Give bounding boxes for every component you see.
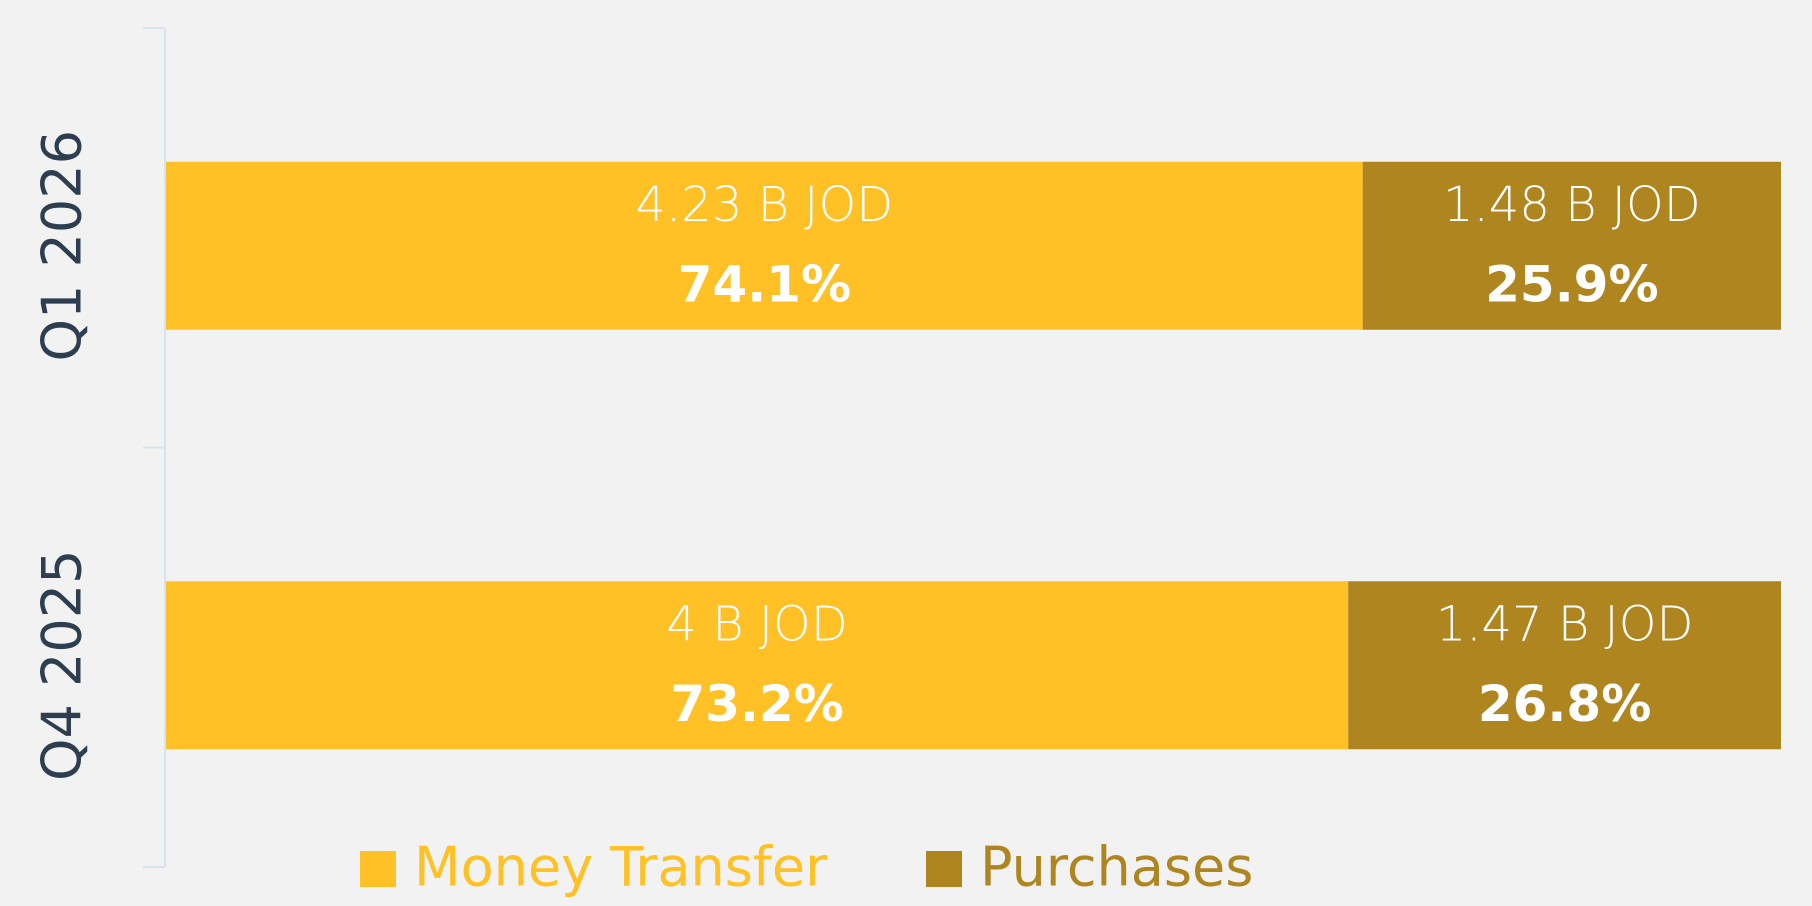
value-label: 25.9%	[1485, 255, 1658, 313]
legend-swatch	[360, 851, 396, 887]
bar-segment	[166, 581, 1349, 750]
legend-label: Money Transfer	[414, 836, 828, 899]
amount-label: 1.47 B JOD	[1436, 596, 1694, 652]
amount-label: 4 B JOD	[666, 596, 847, 652]
legend-swatch	[926, 851, 962, 887]
amount-label: 4.23 B JOD	[635, 177, 893, 233]
value-label: 74.1%	[678, 255, 851, 313]
value-label: 26.8%	[1478, 675, 1651, 733]
bar-segment	[166, 161, 1363, 330]
amount-label: 1.48 B JOD	[1443, 177, 1701, 233]
bar-segment	[1362, 161, 1781, 330]
category-label: Q4 2025	[31, 550, 94, 781]
value-label: 73.2%	[670, 675, 843, 733]
bar-segment	[1348, 581, 1781, 750]
legend-label: Purchases	[980, 836, 1253, 899]
category-label: Q1 2026	[31, 130, 94, 361]
